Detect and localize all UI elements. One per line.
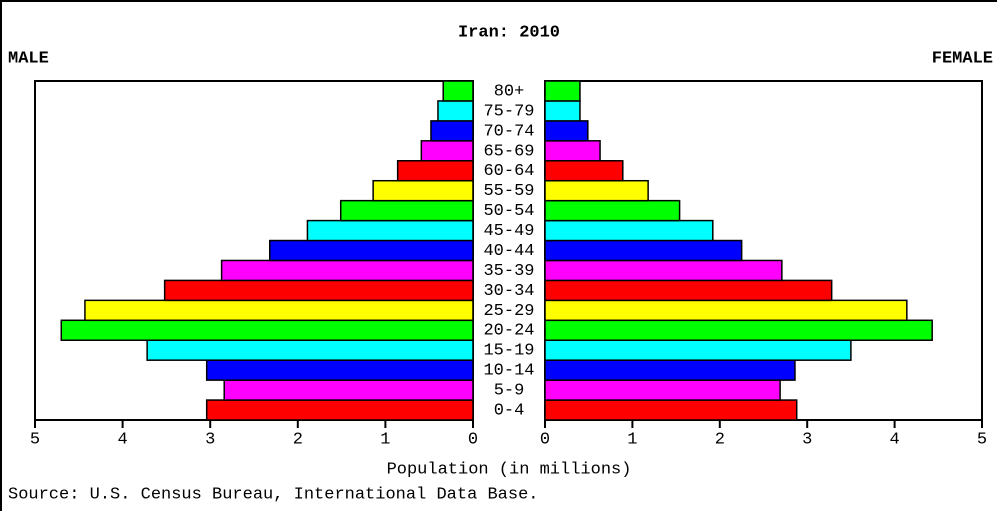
category-label: 60-64	[483, 162, 534, 181]
category-label: 5-9	[494, 382, 525, 401]
x-tick-label: 3	[802, 430, 812, 449]
x-tick-label: 4	[889, 430, 899, 449]
category-label: 0-4	[494, 402, 525, 421]
bar	[544, 359, 796, 381]
x-tick-label: 3	[205, 430, 215, 449]
bar	[269, 239, 474, 262]
bar	[544, 379, 781, 401]
bar	[544, 339, 852, 361]
category-label: 70-74	[483, 122, 534, 141]
bar	[544, 399, 798, 421]
bar	[223, 379, 474, 401]
legend-label: MALE	[8, 49, 49, 68]
bar	[205, 399, 474, 421]
bar	[306, 219, 474, 242]
source-note: Source: U.S. Census Bureau, Internationa…	[8, 485, 539, 504]
bar	[544, 239, 743, 262]
bar	[372, 179, 474, 202]
bar	[430, 120, 474, 142]
bar	[544, 219, 714, 242]
category-label: 55-59	[483, 182, 534, 201]
x-tick-label: 2	[293, 430, 303, 449]
bar	[205, 359, 474, 381]
bar	[146, 339, 474, 361]
category-label: 50-54	[483, 202, 534, 221]
category-label: 45-49	[483, 222, 534, 241]
category-label: 10-14	[483, 362, 534, 381]
x-tick-label: 4	[117, 430, 127, 449]
category-label: 25-29	[483, 302, 534, 321]
bar	[442, 80, 474, 102]
category-label: 15-19	[483, 342, 534, 361]
bar	[544, 279, 833, 302]
bar	[396, 160, 474, 182]
x-axis-label: Population (in millions)	[387, 460, 632, 479]
bar	[544, 80, 581, 102]
bar	[220, 259, 474, 282]
bar	[544, 120, 589, 142]
x-tick-label: 0	[468, 430, 478, 449]
category-label: 75-79	[483, 102, 534, 121]
category-label: 80+	[494, 82, 525, 101]
x-tick-label: 2	[715, 430, 725, 449]
category-label: 40-44	[483, 242, 534, 261]
category-label: 20-24	[483, 322, 534, 341]
bar	[544, 160, 624, 182]
bar	[339, 199, 474, 222]
bar	[163, 279, 474, 302]
x-tick-label: 1	[380, 430, 390, 449]
bar	[60, 319, 474, 341]
bar	[544, 100, 581, 122]
bar	[437, 100, 474, 122]
bar	[544, 199, 681, 222]
bar	[544, 140, 601, 162]
x-tick-label: 0	[540, 430, 550, 449]
bar	[544, 179, 649, 202]
category-label: 65-69	[483, 142, 534, 161]
bar	[420, 140, 474, 162]
legend-label: FEMALE	[932, 49, 993, 68]
bar	[544, 299, 908, 322]
x-tick-label: 5	[30, 430, 40, 449]
bar	[84, 299, 474, 322]
chart-title: Iran: 2010	[458, 23, 560, 42]
bar	[544, 259, 783, 282]
x-tick-label: 1	[627, 430, 637, 449]
category-label: 30-34	[483, 282, 534, 301]
x-tick-label: 5	[977, 430, 987, 449]
bar	[544, 319, 933, 341]
category-label: 35-39	[483, 262, 534, 281]
